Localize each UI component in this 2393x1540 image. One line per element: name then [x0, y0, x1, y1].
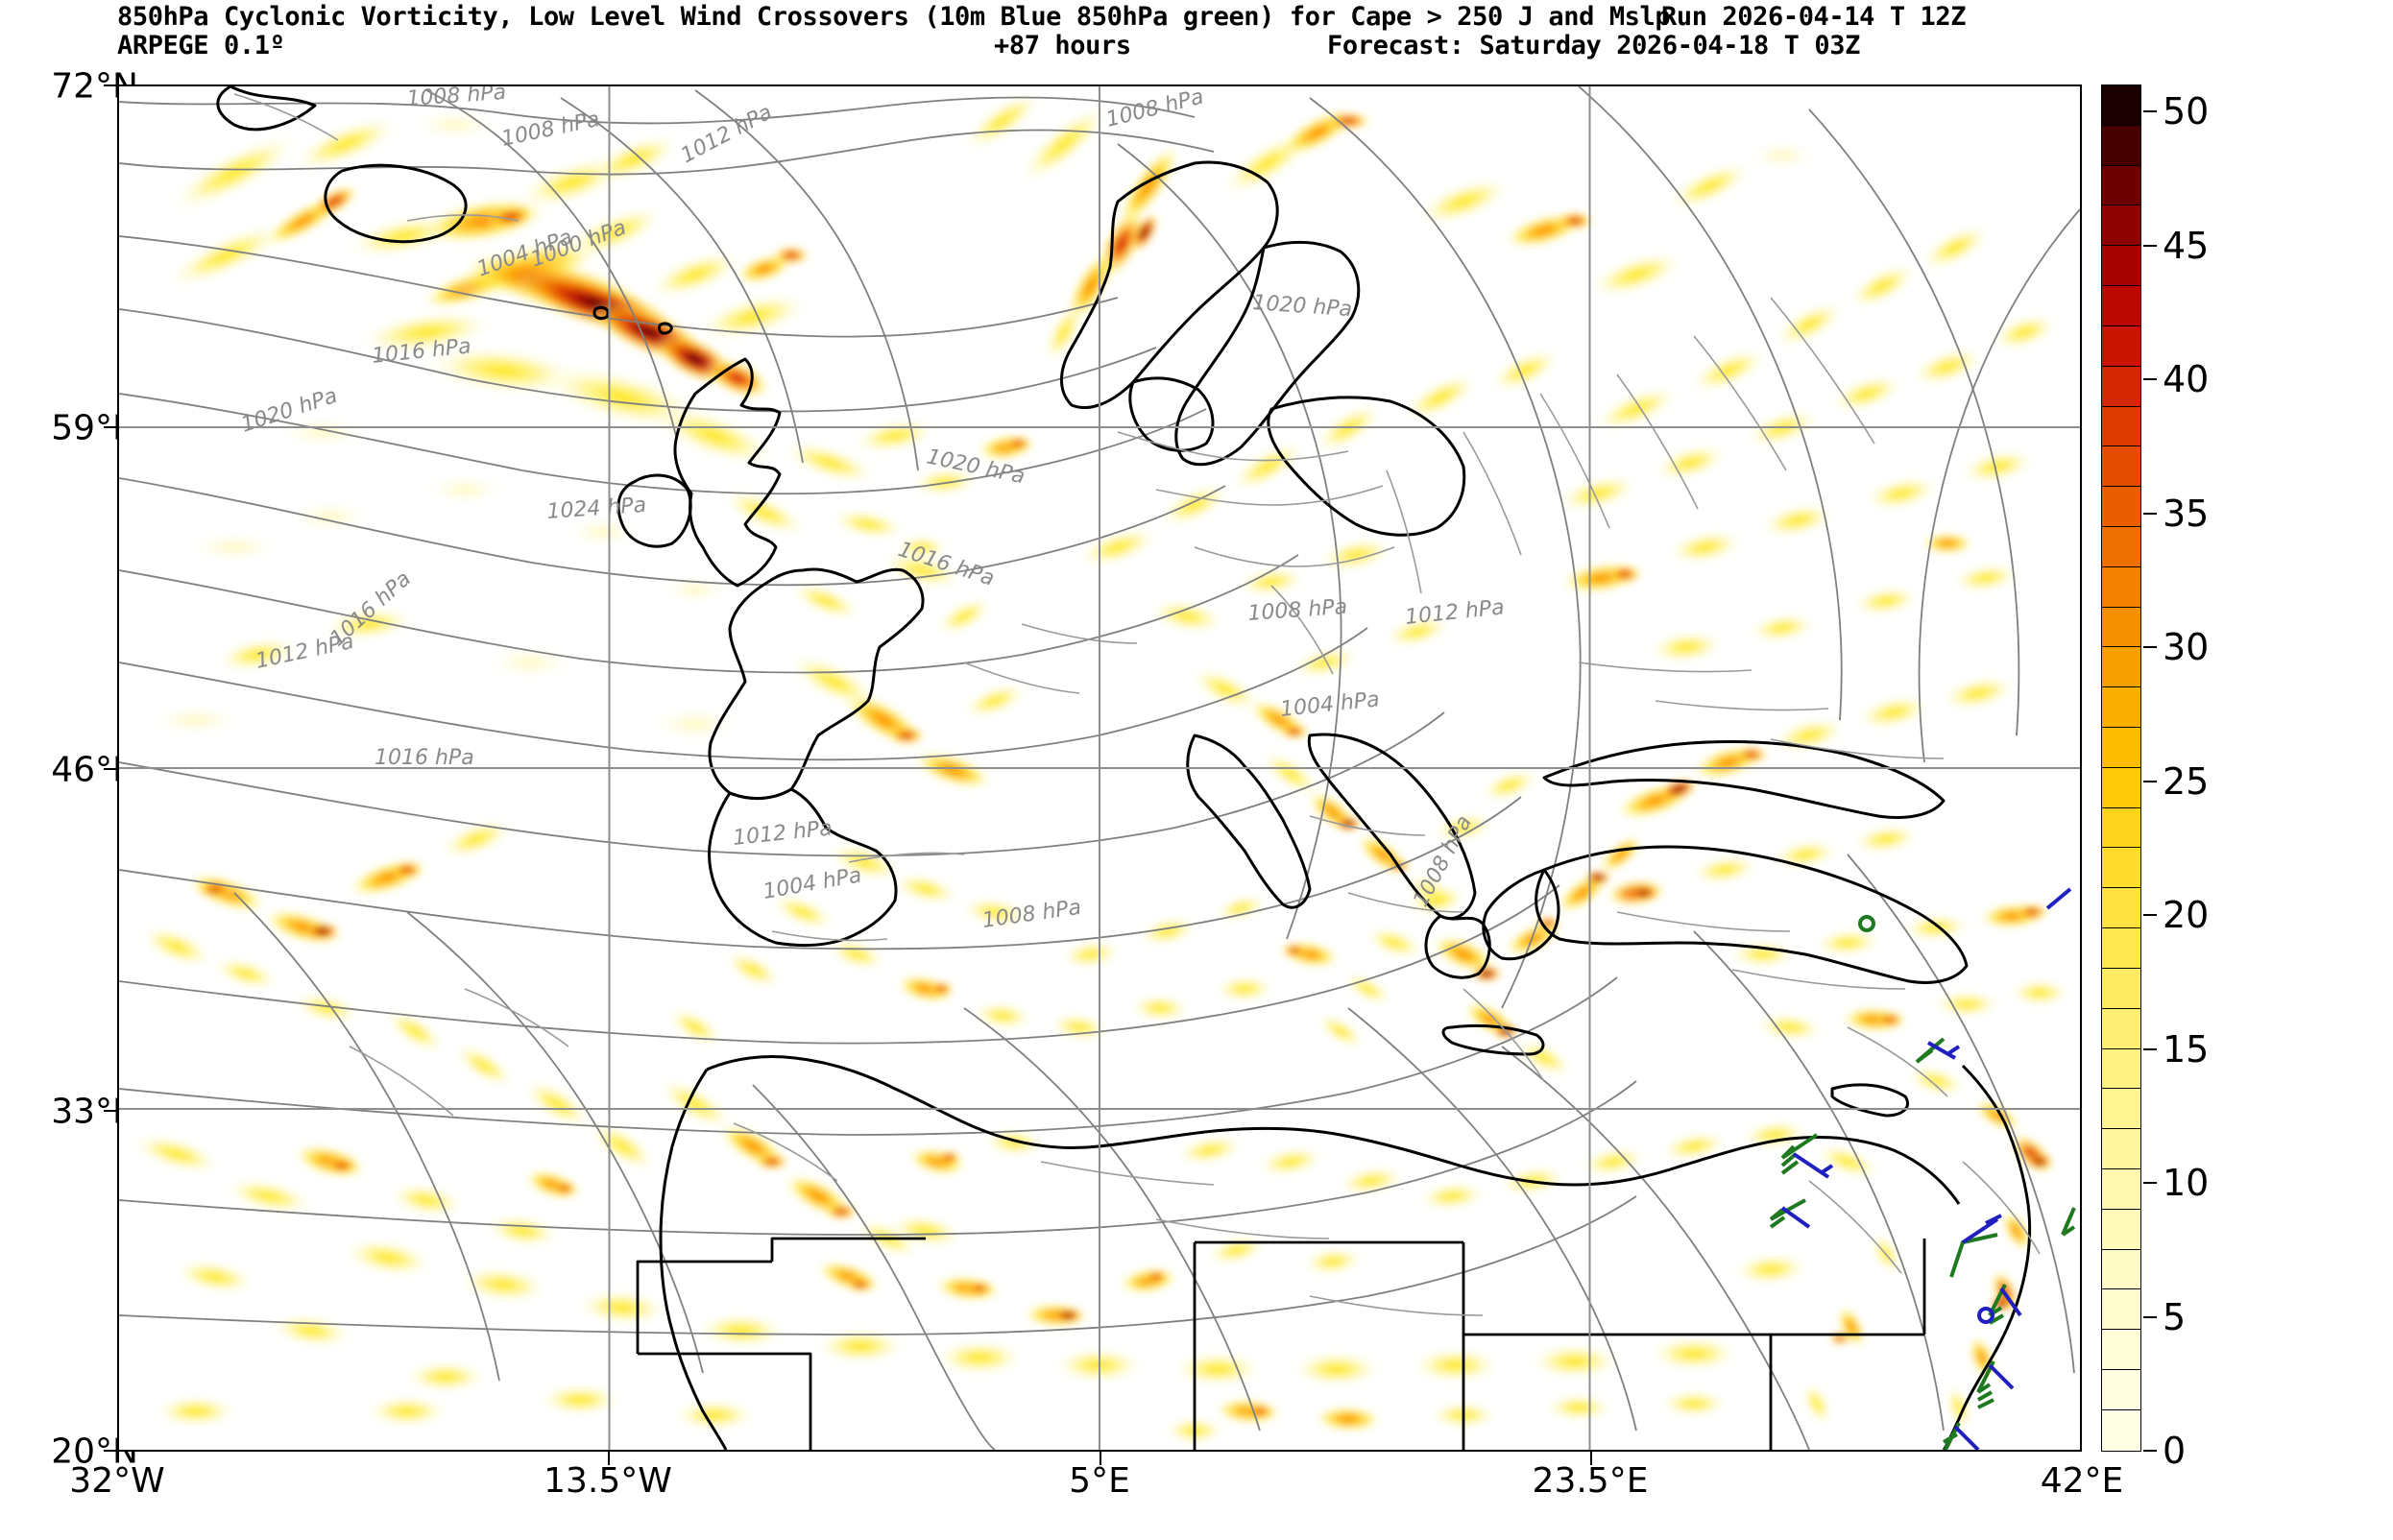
colorbar-band [2102, 1008, 2140, 1049]
vorticity-shading-layer [132, 91, 2070, 1444]
colorbar-band [2102, 366, 2140, 407]
graticule-layer [119, 86, 2080, 1450]
y-axis-tick-59n [104, 426, 117, 428]
map-canvas: 1008 hPa 1008 hPa 1012 hPa 1004 hPa 1000… [119, 86, 2080, 1450]
coastlines-layer [216, 86, 2032, 1450]
colorbar-label-45: 45 [2163, 225, 2210, 267]
colorbar-label-35: 35 [2163, 493, 2210, 535]
colorbar-band [2102, 647, 2140, 688]
mslp-isobar-contours [119, 86, 2080, 1450]
colorbar-band [2102, 607, 2140, 648]
x-axis-tick-23-5e [1590, 1452, 1592, 1465]
y-axis-tick-33n [104, 1110, 117, 1112]
colorbar-band [2102, 928, 2140, 969]
colorbar-tick-30 [2143, 646, 2157, 648]
colorbar-band [2102, 1168, 2140, 1210]
colorbar-band [2102, 246, 2140, 287]
model-name-label: ARPEGE 0.1º [117, 31, 285, 60]
colorbar-label-30: 30 [2163, 626, 2210, 668]
colorbar-band [2102, 1289, 2140, 1331]
wind-barb-pair [1769, 1198, 1811, 1229]
colorbar-band [2102, 1089, 2140, 1130]
political-borders-layer [233, 93, 2041, 1316]
x-axis-label-5e: 5°E [1069, 1461, 1130, 1501]
colorbar-tick-10 [2143, 1182, 2157, 1184]
colorbar-band [2102, 165, 2140, 206]
vorticity-colorbar[interactable] [2101, 84, 2141, 1452]
y-axis-tick-72n [104, 84, 117, 86]
colorbar-tick-45 [2143, 245, 2157, 247]
wind-barbs-layer [1769, 887, 2076, 1450]
wind-barb-pair [1915, 1037, 1961, 1064]
valid-time-label: Forecast: Saturday 2026-04-18 T 03Z [1327, 31, 1860, 60]
wind-barb-pair [2061, 1207, 2076, 1237]
colorbar-band [2102, 446, 2140, 488]
colorbar-band [2102, 1249, 2140, 1290]
colorbar-band [2102, 487, 2140, 527]
colorbar-band [2102, 1409, 2140, 1451]
wind-barb-pair [2045, 887, 2072, 910]
x-axis-label-32w: 32°W [69, 1461, 165, 1501]
colorbar-band [2102, 767, 2140, 808]
wind-barb-pair [1976, 1360, 2015, 1409]
colorbar-band [2102, 325, 2140, 367]
calm-wind-marker [1858, 915, 1875, 932]
colorbar-tick-5 [2143, 1316, 2157, 1318]
y-axis-tick-20n [104, 1450, 117, 1452]
colorbar-tick-0 [2143, 1450, 2157, 1452]
colorbar-label-40: 40 [2163, 358, 2210, 400]
chart-title: 850hPa Cyclonic Vorticity, Low Level Win… [117, 2, 1671, 32]
colorbar-label-25: 25 [2163, 760, 2210, 803]
colorbar-band [2102, 1370, 2140, 1410]
colorbar-band [2102, 1209, 2140, 1250]
colorbar-tick-35 [2143, 513, 2157, 515]
colorbar-label-0: 0 [2163, 1430, 2187, 1472]
calm-wind-marker [1977, 1307, 1994, 1324]
colorbar-band [2102, 687, 2140, 728]
colorbar-band [2102, 205, 2140, 247]
colorbar-band [2102, 968, 2140, 1009]
isobar-label: 1016 hPa [375, 746, 474, 770]
header-line-2: ARPEGE 0.1º +87 hours Forecast: Saturday… [0, 31, 2393, 60]
wind-barb-pair [1943, 1422, 1980, 1450]
colorbar-band [2102, 286, 2140, 326]
x-axis-tick-5e [1100, 1452, 1101, 1465]
chart-header: 850hPa Cyclonic Vorticity, Low Level Win… [0, 0, 2393, 60]
colorbar-band [2102, 125, 2140, 166]
y-axis-tick-46n [104, 768, 117, 770]
colorbar-band [2102, 888, 2140, 929]
colorbar-label-5: 5 [2163, 1296, 2187, 1338]
x-axis-label-23-5e: 23.5°E [1532, 1461, 1649, 1501]
colorbar-label-20: 20 [2163, 894, 2210, 936]
colorbar-band [2102, 728, 2140, 768]
header-line-1: 850hPa Cyclonic Vorticity, Low Level Win… [0, 2, 2393, 32]
colorbar-tick-50 [2143, 110, 2157, 112]
colorbar-band [2102, 1330, 2140, 1370]
wind-barb-pair [1780, 1133, 1834, 1179]
colorbar-tick-25 [2143, 781, 2157, 782]
x-axis-tick-13-5w [608, 1452, 610, 1465]
colorbar-band [2102, 1129, 2140, 1169]
map-plot-area[interactable]: 1008 hPa 1008 hPa 1012 hPa 1004 hPa 1000… [117, 84, 2082, 1452]
colorbar-band [2102, 807, 2140, 849]
colorbar-label-50: 50 [2163, 90, 2210, 132]
colorbar-tick-40 [2143, 378, 2157, 380]
colorbar-band [2102, 1048, 2140, 1090]
wind-barb-pair [1949, 1214, 2002, 1278]
x-axis-label-42e: 42°E [2040, 1461, 2124, 1501]
colorbar-tick-20 [2143, 914, 2157, 916]
colorbar-band [2102, 85, 2140, 126]
model-run-label: Run 2026-04-14 T 12Z [1661, 2, 1967, 32]
lead-time-label: +87 hours [994, 31, 1131, 60]
colorbar-band [2102, 566, 2140, 608]
colorbar-label-10: 10 [2163, 1162, 2210, 1204]
colorbar-band [2102, 526, 2140, 567]
colorbar-label-15: 15 [2163, 1028, 2210, 1071]
colorbar-band [2102, 848, 2140, 889]
x-axis-label-13-5w: 13.5°W [544, 1461, 672, 1501]
colorbar-band [2102, 406, 2140, 447]
colorbar-tick-15 [2143, 1048, 2157, 1050]
